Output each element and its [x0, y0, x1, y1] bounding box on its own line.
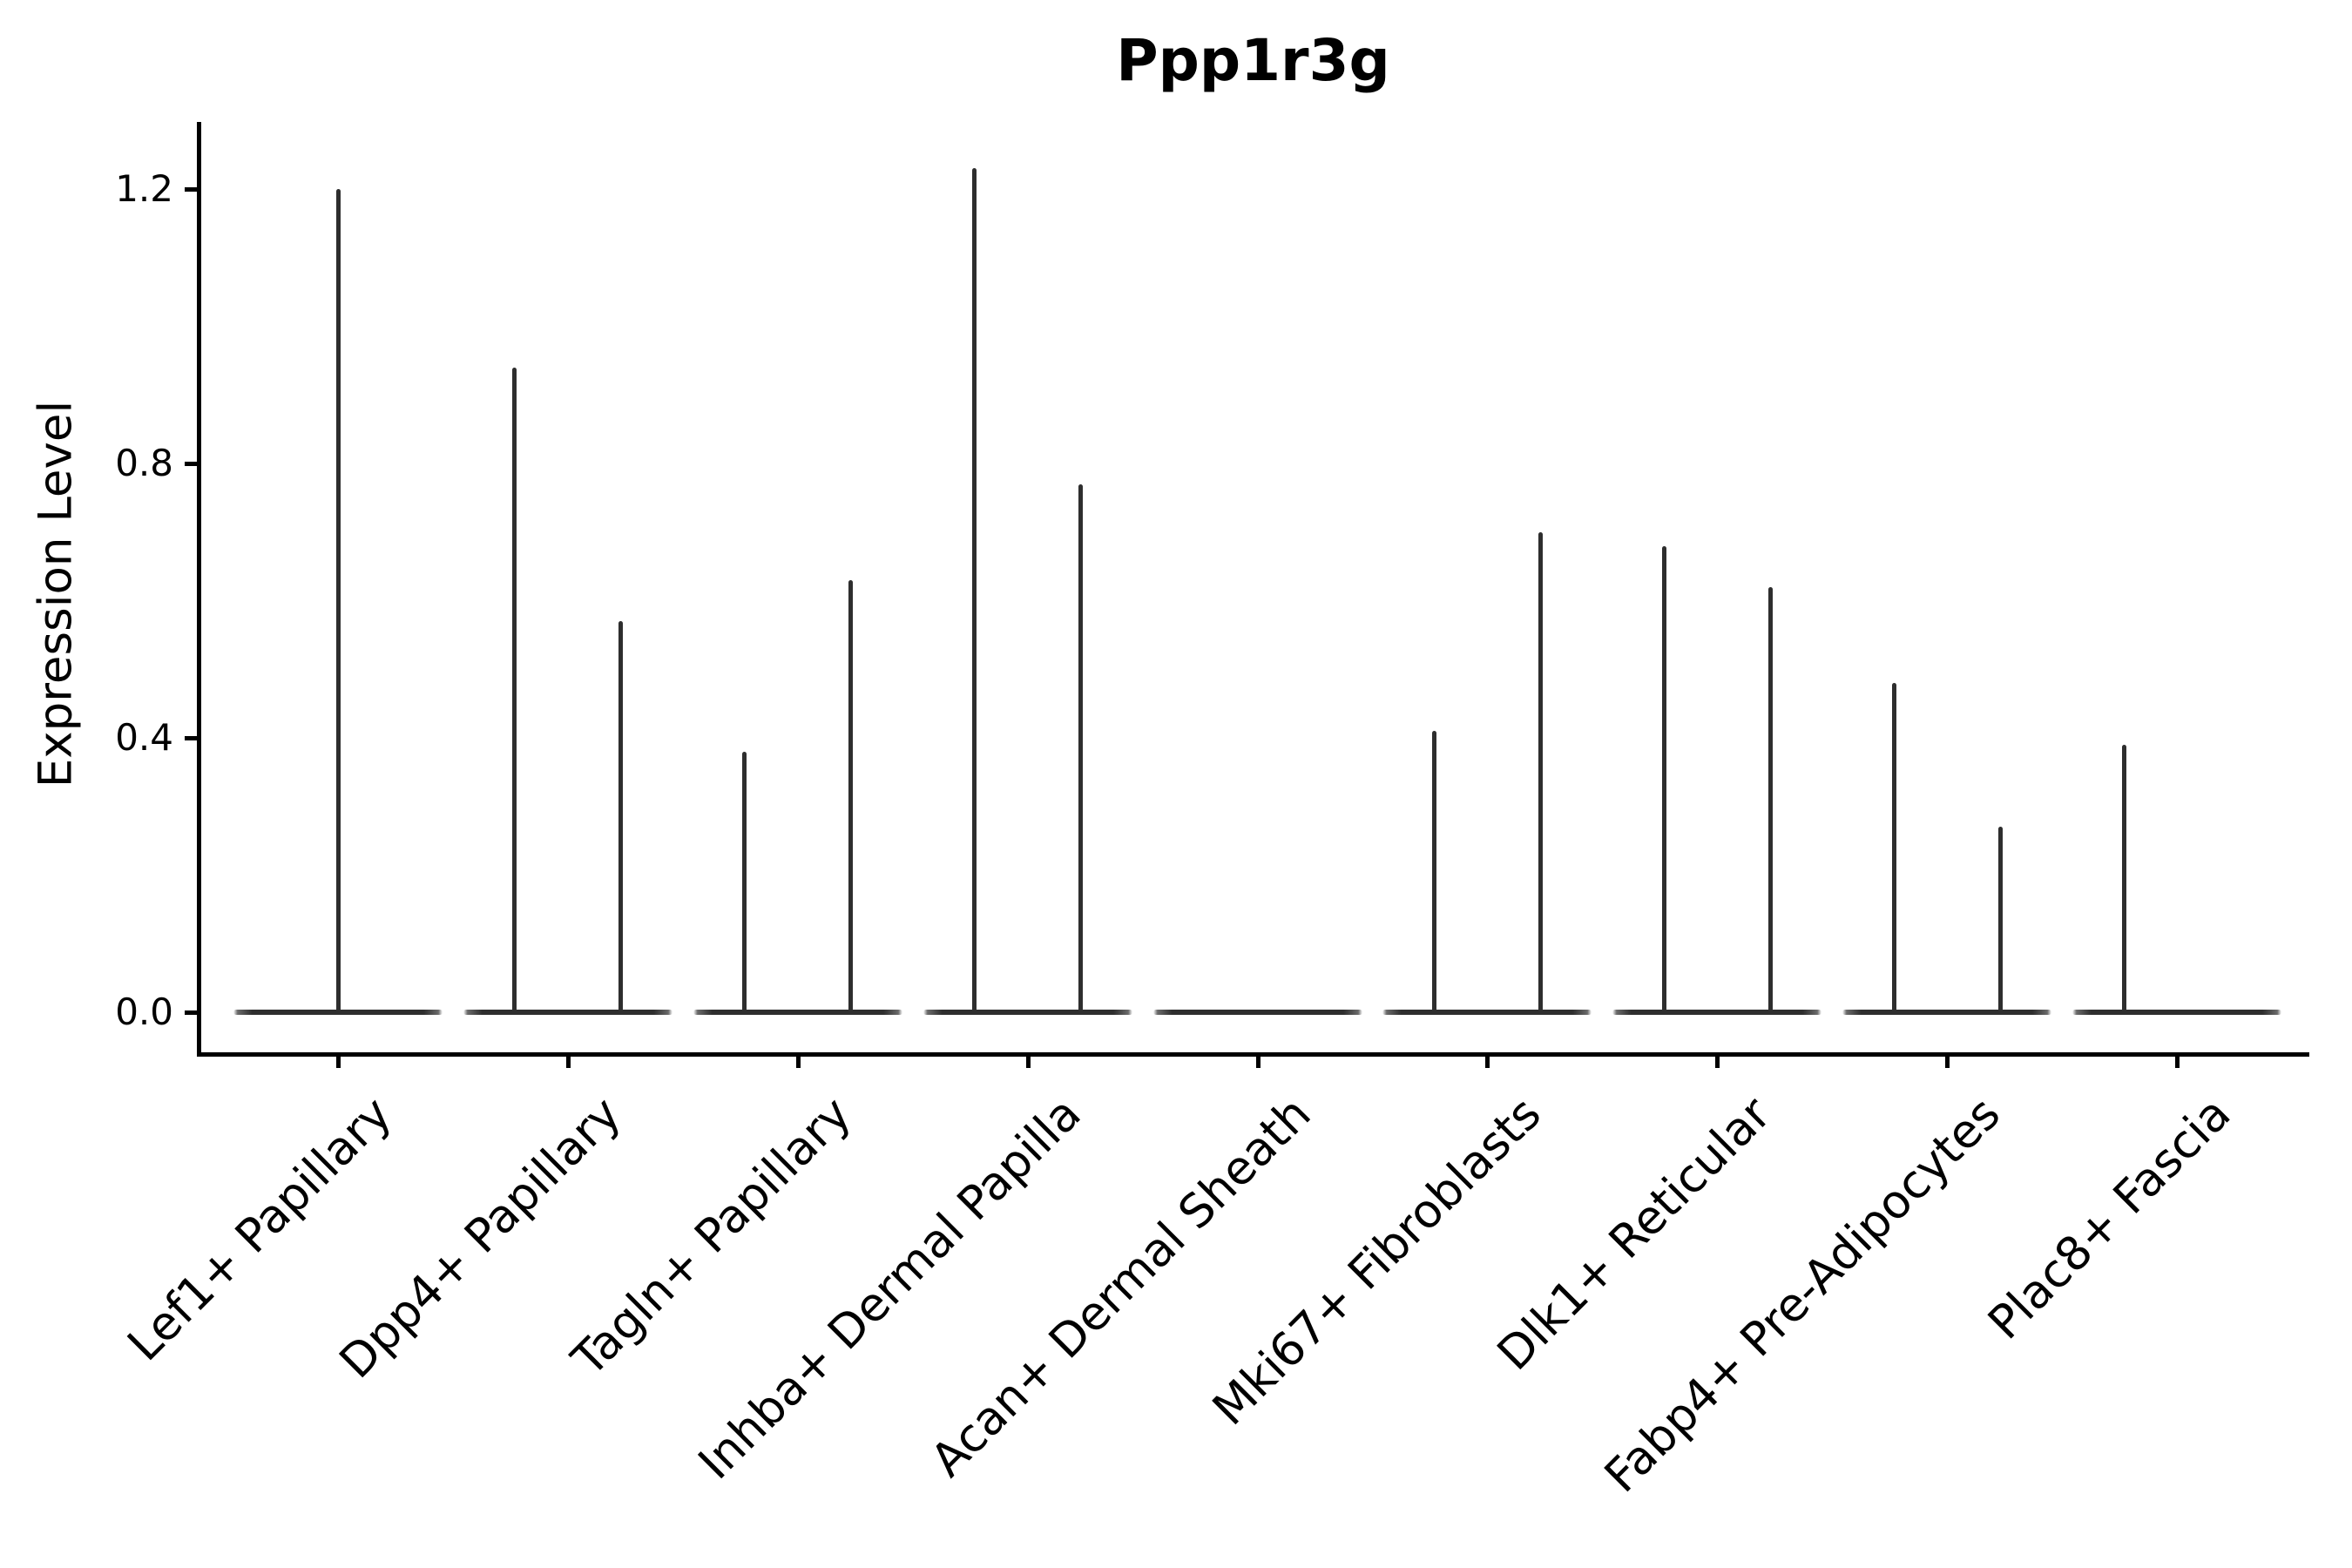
violin-needle-dlk1-reticular-left [1661, 545, 1666, 1012]
violin-baseline-fabp4-pre-adipocytes [1842, 1010, 2052, 1015]
violin-baseline-plac8-fascia [2072, 1010, 2281, 1015]
x-tick [1945, 1056, 1950, 1068]
violin-needle-inhba-dermal-papilla-left [972, 168, 977, 1012]
violin-baseline-lef1-papillary [233, 1010, 443, 1015]
violin-needle-mki67-fibroblasts-left [1431, 731, 1436, 1012]
x-tick [1025, 1056, 1031, 1068]
x-tick [336, 1056, 341, 1068]
x-tick [1715, 1056, 1720, 1068]
violin-baseline-dlk1-reticular [1612, 1010, 1822, 1015]
violin-baseline-dpp4-papillary [463, 1010, 672, 1015]
x-tick-label-plac8-fascia: Plac8+ Fascia [1977, 1087, 2241, 1350]
x-tick [1255, 1056, 1260, 1068]
violin-baseline-tagln-papillary [693, 1010, 902, 1015]
x-tick [1485, 1056, 1490, 1068]
violin-needle-lef1-papillary-center [335, 189, 341, 1012]
violin-baseline-inhba-dermal-papilla [923, 1010, 1132, 1015]
x-tick [795, 1056, 801, 1068]
violin-needle-plac8-fascia-left [2121, 744, 2126, 1012]
y-tick-label: 0.4 [115, 716, 173, 759]
x-tick [2175, 1056, 2180, 1068]
y-tick [185, 1010, 198, 1015]
violin-needle-mki67-fibroblasts-right [1538, 531, 1543, 1012]
y-tick-label: 0.8 [115, 442, 173, 484]
y-tick-label: 0.0 [115, 990, 173, 1033]
violin-needle-tagln-papillary-left [742, 751, 747, 1012]
y-axis-spine [197, 122, 201, 1056]
y-tick [185, 187, 198, 192]
chart-title: Ppp1r3g [1116, 27, 1390, 94]
y-tick [185, 462, 198, 466]
x-tick [565, 1056, 571, 1068]
violin-needle-tagln-papillary-right [848, 579, 854, 1012]
violin-needle-dlk1-reticular-right [1767, 586, 1773, 1012]
violin-needle-inhba-dermal-papilla-right [1078, 483, 1084, 1012]
x-tick-label-fabp4-pre-adipocytes: Fabp4+ Pre-Adipocytes [1595, 1087, 2011, 1504]
violin-needle-dpp4-papillary-left [512, 367, 517, 1012]
x-tick-label-inhba-dermal-papilla: Inhba+ Dermal Papilla [688, 1087, 1092, 1490]
x-axis-spine [197, 1052, 2309, 1057]
y-tick-label: 1.2 [115, 167, 173, 210]
violin-baseline-mki67-fibroblasts [1382, 1010, 1592, 1015]
violin-needle-fabp4-pre-adipocytes-left [1891, 683, 1896, 1012]
x-tick-label-acan-dermal-sheath: Acan+ Dermal Sheath [921, 1087, 1321, 1488]
violin-baseline-acan-dermal-sheath [1152, 1010, 1362, 1015]
violin-needle-dpp4-papillary-right [618, 621, 624, 1012]
violin-needle-fabp4-pre-adipocytes-right [1997, 827, 2003, 1012]
y-tick [185, 736, 198, 740]
